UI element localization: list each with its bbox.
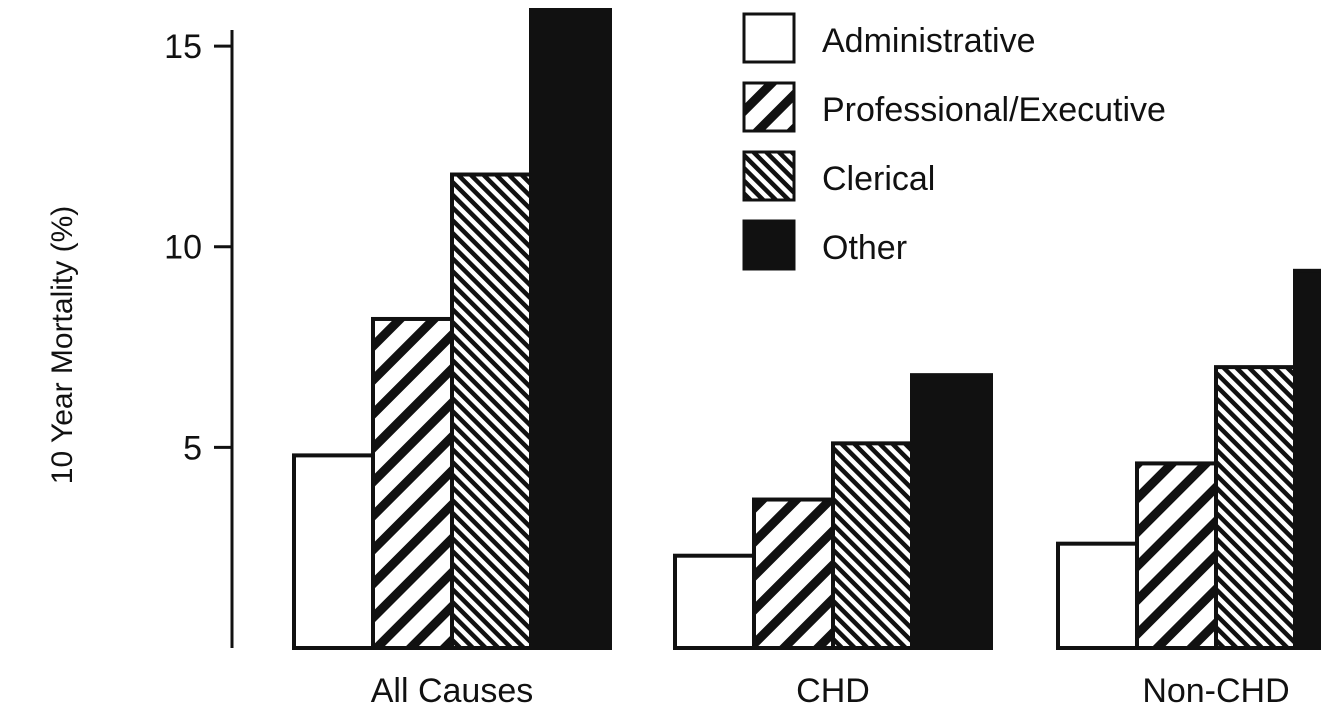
bar-non-chd-clerical xyxy=(1214,365,1297,650)
legend-label-clerical: Clerical xyxy=(822,160,935,198)
y-axis-label: 10 Year Mortality (%) xyxy=(46,206,79,484)
bar-chd-other xyxy=(910,373,993,650)
y-tick-label: 5 xyxy=(183,429,202,467)
bar-all-causes-professional-executive xyxy=(371,316,454,650)
category-labels: All Causes CHD Non-CHD xyxy=(371,672,1290,709)
bar-all-causes-other xyxy=(529,8,612,650)
y-ticks: 5 10 15 xyxy=(164,28,232,467)
legend-swatch-administrative xyxy=(742,12,796,64)
legend: Administrative Professional/Executive Cler… xyxy=(742,12,1166,271)
bar-all-causes-clerical xyxy=(450,172,533,650)
bar-non-chd-other xyxy=(1293,268,1321,650)
y-tick-label: 15 xyxy=(164,28,202,66)
legend-label-professional-executive: Professional/Executive xyxy=(822,91,1166,129)
category-label-all-causes: All Causes xyxy=(371,672,534,709)
legend-label-administrative: Administrative xyxy=(822,22,1036,60)
bar-non-chd-professional-executive xyxy=(1135,461,1218,650)
bar-chd-clerical xyxy=(831,441,914,650)
bar-chd-administrative xyxy=(673,553,756,650)
bar-chd-professional-executive xyxy=(752,497,835,650)
legend-swatch-clerical xyxy=(742,150,796,202)
bars xyxy=(292,8,1321,651)
bar-all-causes-administrative xyxy=(292,453,375,651)
legend-label-other: Other xyxy=(822,229,907,267)
category-label-chd: CHD xyxy=(796,672,870,709)
y-tick-label: 10 xyxy=(164,229,202,267)
legend-swatch-professional-executive xyxy=(742,81,796,133)
legend-swatch-other xyxy=(742,219,796,271)
bar-non-chd-administrative xyxy=(1056,541,1139,651)
category-label-non-chd: Non-CHD xyxy=(1142,672,1289,709)
